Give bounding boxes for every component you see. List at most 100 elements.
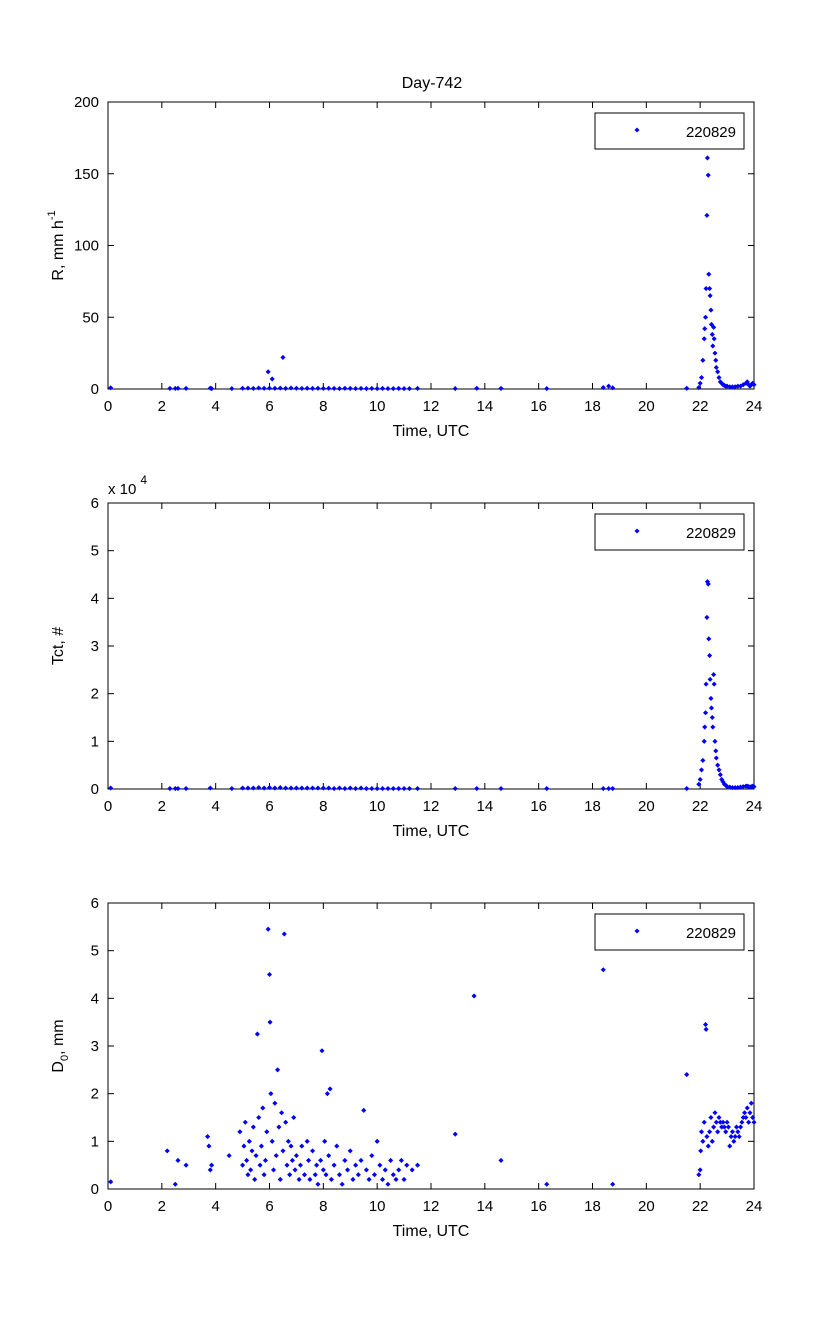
data-point [732,1134,738,1140]
data-point [404,1162,410,1168]
data-point [266,385,273,391]
data-point [252,1176,258,1183]
data-point [288,1143,294,1149]
x-tick-label: 6 [265,1198,273,1215]
data-point [312,1172,318,1178]
data-point [183,1162,189,1168]
data-point [108,785,114,791]
data-point [167,385,173,391]
data-point [305,1157,312,1163]
y-tick-label: 0 [91,381,99,398]
legend-marker [634,928,640,934]
data-point [324,1091,330,1097]
data-point [544,1181,550,1187]
data-point [737,1124,744,1130]
data-point [260,1105,266,1111]
data-point [320,1167,326,1173]
data-point [280,1148,286,1154]
data-point [285,1138,291,1144]
data-point [265,926,271,932]
data-point [401,386,407,392]
data-point [279,1110,285,1116]
x-tick-label: 6 [265,398,273,415]
data-point [108,1179,114,1185]
data-point [297,1162,303,1168]
data-point [544,386,550,392]
data-point [751,784,757,790]
data-point [288,785,294,791]
legend-marker [634,528,640,534]
data-point [684,1072,690,1078]
data-point [350,1176,356,1183]
data-point [276,1124,282,1130]
data-point [291,1114,297,1121]
data-point [708,705,715,711]
data-point [336,1172,343,1178]
data-point [261,385,267,391]
data-point [256,385,262,391]
data-point [697,380,703,386]
data-point [256,785,262,791]
data-point [710,724,716,730]
data-point [742,1110,748,1116]
data-point [390,386,396,392]
data-point [728,1134,734,1140]
data-point [385,1181,391,1187]
data-point [245,1172,251,1178]
data-point [183,385,189,391]
x-tick-label: 10 [369,398,386,415]
data-point [240,1162,246,1168]
data-point [717,1119,723,1125]
legend: 220829 [594,913,745,951]
data-point [374,386,380,392]
plot-area [107,502,755,790]
y-tick-label: 2 [91,686,99,703]
x-tick-label: 8 [319,1198,327,1215]
data-point [729,785,736,791]
data-point [244,1157,250,1163]
data-point [280,354,286,360]
data-point [257,1162,263,1168]
x-tick-label: 2 [158,398,166,415]
y-tick-label: 1 [91,733,99,750]
data-point [226,1153,232,1159]
data-point [287,1172,293,1178]
data-point [310,385,316,391]
data-point [172,385,178,391]
legend-box [594,112,745,150]
data-point [299,385,305,391]
x-tick-label: 4 [211,1198,219,1215]
data-point [326,385,332,391]
figure-title: Day-742 [402,75,463,92]
data-point [406,386,413,392]
data-point [248,1167,254,1173]
x-tick-label: 10 [369,1198,386,1215]
data-point [713,755,719,761]
data-point [705,581,711,587]
data-point [703,286,709,292]
data-point [275,1067,281,1073]
data-point [253,1153,259,1159]
data-point [331,785,337,792]
data-point [245,385,251,391]
x-tick-label: 18 [584,1198,601,1215]
data-point [701,336,707,342]
data-point [268,1091,274,1097]
data-point [342,385,348,391]
data-point [175,385,181,391]
x-tick-label: 20 [638,398,655,415]
x-tick-label: 22 [692,798,709,815]
data-point [600,785,606,792]
data-point [712,1110,718,1116]
data-point [284,1162,290,1168]
data-point [315,1181,321,1187]
y-axis-label: R, mm h-1 [46,210,67,280]
data-point [703,314,709,320]
data-point [270,1167,277,1173]
x-tick-label: 16 [530,398,547,415]
data-point [353,386,359,392]
data-point [237,1129,243,1135]
x-tick-label: 0 [104,398,112,415]
data-point [250,385,256,391]
data-point [385,386,391,392]
